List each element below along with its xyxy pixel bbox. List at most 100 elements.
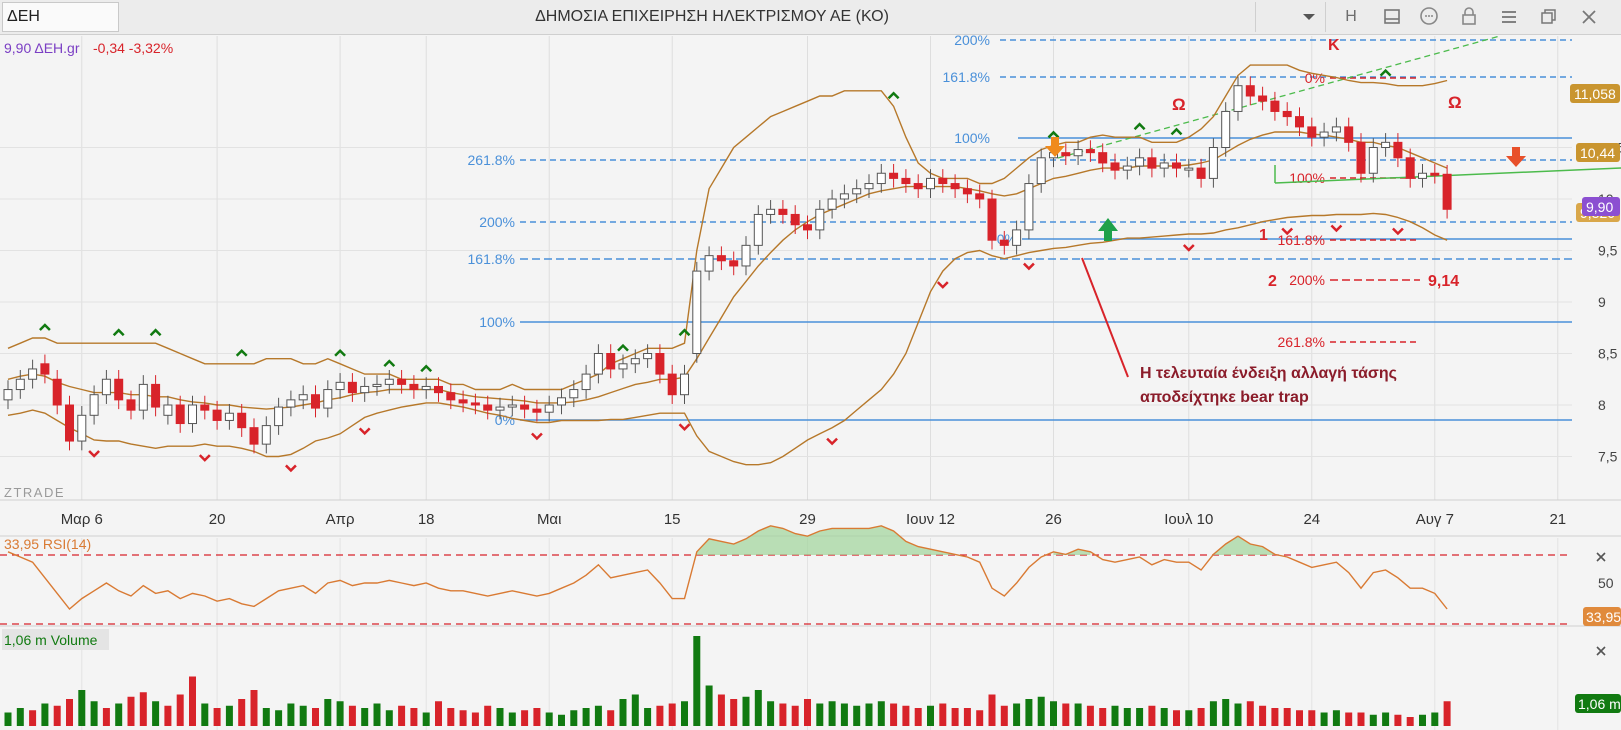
candle-up <box>384 378 394 385</box>
volume-bar <box>1419 714 1426 726</box>
volume-bar <box>1197 708 1205 726</box>
panel-icon[interactable] <box>1377 4 1407 30</box>
rsi-tick-label: 50 <box>1598 575 1614 591</box>
candle-down <box>114 378 124 401</box>
volume-bar <box>791 705 799 726</box>
volume-bar <box>1246 701 1254 726</box>
volume-bar <box>533 708 541 726</box>
volume-bar <box>16 708 24 726</box>
candle-down <box>1442 173 1452 210</box>
candle-down <box>1110 162 1120 171</box>
restore-icon[interactable] <box>1534 4 1564 30</box>
candle-up <box>581 373 591 391</box>
volume-bar <box>840 703 848 726</box>
volume-badge-text: 1,06 m <box>1578 696 1621 712</box>
watermark: ZTRADE <box>4 485 65 500</box>
bollinger-upper <box>7 64 1448 391</box>
fib-level-label: 200% <box>954 32 990 48</box>
candle-up <box>1073 149 1083 157</box>
volume-bar <box>1271 708 1279 726</box>
candle-up <box>323 389 333 409</box>
volume-pane: 1,06 m Volume 1,06 m <box>2 629 1621 726</box>
candle-up <box>1012 229 1022 246</box>
volume-bar <box>373 703 381 726</box>
candle-down <box>249 427 259 445</box>
volume-bar <box>90 701 98 726</box>
volume-bar <box>717 694 725 726</box>
close-pane-icon <box>1596 552 1606 562</box>
fibonacci-levels: 200%161.8%100%261.8%200%161.8%100%0%0%0%… <box>468 32 1621 428</box>
candle-down <box>1258 95 1268 102</box>
volume-bar <box>238 699 246 726</box>
chevron-up-icon <box>617 343 629 352</box>
candle-up <box>1319 131 1329 138</box>
lock-icon[interactable] <box>1454 4 1484 30</box>
y-tick-label: 7,5 <box>1598 449 1618 465</box>
chevron-up-icon <box>887 91 900 100</box>
volume-bar <box>804 699 811 726</box>
volume-bar <box>754 690 762 726</box>
volume-bar <box>779 703 787 726</box>
candle-down <box>778 208 788 215</box>
volume-bar <box>1357 712 1365 726</box>
candle-down <box>716 255 726 262</box>
chevron-down-icon[interactable] <box>1300 4 1318 30</box>
candle-up <box>926 177 935 190</box>
close-icon[interactable] <box>1574 4 1604 30</box>
candle-up <box>261 425 271 445</box>
chat-icon[interactable] <box>1414 4 1444 30</box>
candle-up <box>569 389 579 399</box>
pattern-label: Ω <box>1172 95 1186 114</box>
arrow-up-icon <box>1098 218 1118 241</box>
chevron-up-icon <box>1133 122 1146 131</box>
symbol-input[interactable]: ΔΕΗ <box>2 2 119 32</box>
candle-up <box>1208 147 1218 179</box>
candle-down <box>803 224 812 231</box>
candle-down <box>1282 110 1292 118</box>
volume-bar <box>299 705 307 726</box>
volume-bar <box>1296 710 1303 726</box>
rsi-badge <box>1583 607 1621 626</box>
chevron-down-icon <box>1330 224 1343 233</box>
volume-bar <box>361 708 369 726</box>
toolbar-separator <box>1255 2 1256 32</box>
volume-bar <box>385 710 393 726</box>
volume-bar <box>545 712 553 726</box>
fib-level-label-red: 261.8% <box>1278 334 1325 350</box>
candle-down <box>483 404 493 411</box>
candle-down <box>1295 116 1304 128</box>
volume-bar <box>582 708 590 726</box>
chevron-down-icon <box>1182 244 1195 252</box>
candle-up <box>188 404 197 425</box>
candle-down <box>175 404 185 425</box>
menu-icon[interactable] <box>1494 4 1524 30</box>
volume-bar <box>1308 710 1316 726</box>
candle-down <box>1172 162 1181 169</box>
volume-bar <box>324 699 332 726</box>
candle-down <box>975 193 985 200</box>
volume-bar <box>41 703 49 726</box>
chevron-down-icon <box>358 427 371 436</box>
candle-up <box>286 399 296 408</box>
fib-level-label: 261.8% <box>468 152 515 168</box>
volume-bar <box>619 699 627 726</box>
candle-up <box>335 381 345 391</box>
volume-bar <box>1025 699 1033 726</box>
volume-bar <box>1062 703 1070 726</box>
volume-bar <box>102 708 110 726</box>
chevron-down-icon <box>88 450 100 458</box>
candle-down <box>1196 167 1206 179</box>
candle-up <box>1418 172 1427 179</box>
candle-down <box>913 183 923 190</box>
x-tick-label: Απρ <box>326 511 355 528</box>
volume-bar <box>890 703 898 726</box>
x-tick-label: 21 <box>1549 511 1566 528</box>
chevron-up-icon <box>149 328 162 337</box>
h-button[interactable]: H <box>1345 8 1357 25</box>
candle-down <box>311 394 320 409</box>
chevron-up-icon <box>1170 127 1183 136</box>
volume-bar <box>1173 710 1180 726</box>
volume-bar <box>201 703 209 726</box>
volume-bar <box>4 712 12 726</box>
candle-up <box>704 255 714 272</box>
